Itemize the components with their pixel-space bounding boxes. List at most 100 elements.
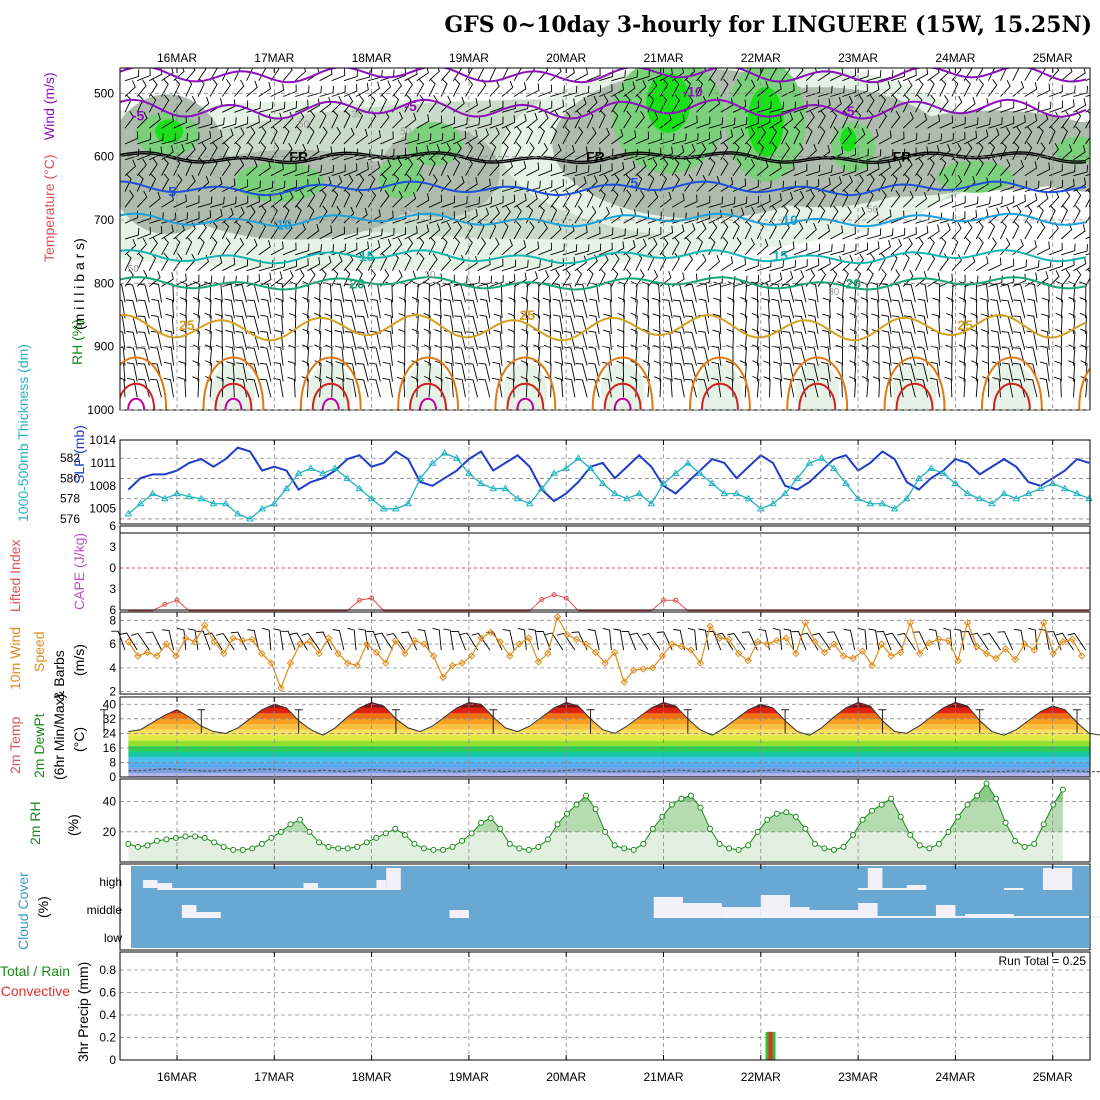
wind-barb — [543, 313, 552, 335]
wind-barb — [623, 94, 631, 113]
temperature-contour — [397, 356, 460, 410]
rh-point — [974, 792, 981, 799]
wind-barb — [550, 243, 565, 256]
wind-barb — [1024, 272, 1038, 287]
temp-band — [128, 718, 1090, 725]
cloud-clear-patch — [858, 888, 868, 890]
thickness-point — [355, 484, 364, 492]
wind-barb — [684, 132, 699, 145]
wind-barb — [1054, 344, 1062, 366]
wind-barb — [673, 346, 685, 366]
pressure-tick: 700 — [94, 213, 114, 227]
wind-barb — [930, 377, 941, 398]
wind-barb — [642, 360, 650, 382]
wind-barb — [287, 376, 296, 398]
wind-barb — [124, 69, 140, 82]
wind-barb — [915, 146, 929, 161]
wind-barb — [1068, 360, 1076, 382]
wind-barb — [881, 314, 892, 335]
wind-barb — [173, 194, 187, 208]
temp-band — [128, 746, 1090, 752]
wind-barb — [914, 173, 923, 192]
wind-barb — [173, 94, 183, 113]
wind-barb — [726, 344, 734, 366]
wind-barb — [781, 205, 789, 224]
wind-barb — [150, 346, 162, 366]
wind-barb — [647, 111, 659, 129]
wind-barb — [319, 164, 335, 177]
wind-barb — [124, 190, 134, 208]
wind-barb — [282, 84, 297, 97]
temperature-contour — [591, 356, 654, 410]
wind-barb — [550, 190, 560, 208]
wind-barb — [416, 193, 430, 208]
wind-barb — [347, 627, 357, 651]
wind-barb — [259, 346, 272, 366]
wind-barb — [617, 297, 625, 319]
wind-speed-point — [181, 634, 190, 642]
wind-speed-point — [782, 634, 791, 642]
wind-barb — [307, 223, 320, 240]
wind-speed-point — [277, 684, 285, 692]
thickness-point — [1012, 494, 1021, 502]
wind-barb — [136, 94, 144, 113]
wind-barb — [769, 82, 782, 97]
wind-barb — [696, 253, 707, 272]
wind-barb — [720, 221, 729, 240]
wind-barb — [904, 283, 916, 303]
wind-barb — [807, 330, 819, 350]
wind-barb — [1049, 100, 1063, 113]
wind-barb — [282, 142, 293, 161]
wind-barb — [860, 297, 868, 319]
wind-barb — [355, 162, 369, 177]
thickness-point — [635, 489, 644, 497]
wind-barb — [991, 345, 1001, 366]
wind-barb — [193, 280, 200, 303]
wind-barb — [586, 126, 597, 145]
rh-point — [354, 843, 361, 850]
wind-barb — [120, 362, 126, 382]
wind-barb — [641, 281, 649, 303]
rh-point — [382, 830, 389, 837]
wind-barb — [1001, 283, 1014, 303]
wind-barb — [989, 283, 1001, 303]
wind-barb — [739, 376, 747, 398]
rh-point — [735, 846, 742, 853]
wind-barb — [233, 141, 241, 160]
wind-barb — [1085, 236, 1090, 240]
wind-barb — [137, 283, 150, 303]
wind-barb — [258, 114, 272, 129]
wind-barb — [344, 299, 357, 319]
wind-barb — [564, 362, 576, 382]
wind-barb — [333, 298, 345, 319]
wind-barb — [878, 130, 892, 145]
wind-speed-point — [229, 634, 237, 642]
wind-barb — [806, 378, 819, 398]
wind-barb — [916, 362, 929, 382]
temperature-contour — [224, 397, 243, 410]
wind-barb — [878, 149, 894, 161]
date-label-bottom: 24MAR — [935, 1070, 975, 1084]
contour-label: 5 — [630, 175, 638, 191]
wind-barb — [282, 221, 293, 240]
rh-point — [754, 828, 761, 835]
wind-barb — [708, 254, 720, 272]
wind-barb — [890, 269, 901, 287]
wind-barb — [234, 116, 249, 129]
thickness-point — [963, 489, 972, 497]
wind-barb — [720, 98, 734, 113]
wind-barb — [1073, 85, 1089, 97]
wind-barb — [161, 173, 170, 192]
wind-barb — [302, 312, 310, 335]
wind-barb — [697, 346, 710, 366]
wind-barb — [659, 212, 675, 224]
wind-barb — [903, 132, 918, 145]
wind-speed-point — [582, 640, 590, 648]
wind-barb — [270, 162, 284, 177]
wind-barb — [246, 194, 260, 208]
wind-barb — [404, 158, 414, 176]
wind-barb — [830, 244, 845, 256]
wind-barb — [939, 143, 951, 161]
wind-barb — [234, 195, 249, 208]
wind-barb — [521, 312, 529, 335]
